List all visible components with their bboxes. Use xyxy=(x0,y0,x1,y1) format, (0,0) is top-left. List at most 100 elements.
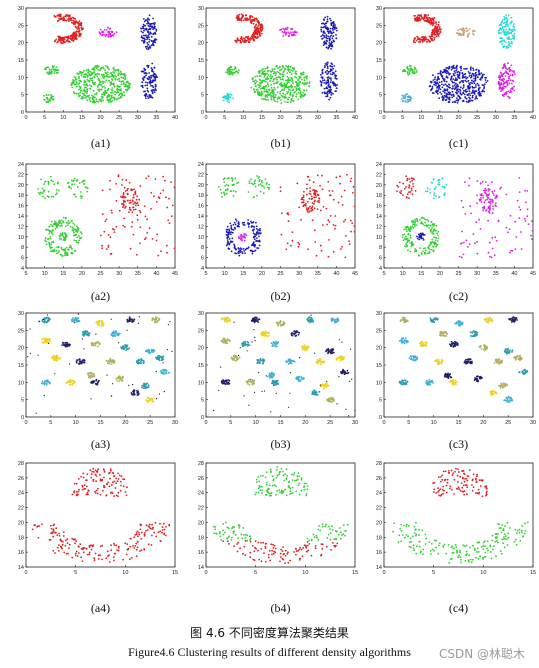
data-point xyxy=(319,80,322,82)
data-point xyxy=(234,177,237,180)
data-point xyxy=(270,74,272,76)
x-tick-label: 20 xyxy=(97,115,103,121)
data-point xyxy=(261,71,264,74)
data-point xyxy=(51,224,54,227)
data-point xyxy=(147,66,150,69)
data-point xyxy=(56,72,58,74)
data-point xyxy=(431,238,434,241)
data-point xyxy=(107,36,110,38)
data-point xyxy=(504,41,507,44)
data-point xyxy=(145,349,148,352)
data-point xyxy=(494,197,497,199)
data-point xyxy=(48,225,51,228)
data-point xyxy=(241,39,244,41)
data-point xyxy=(267,69,270,72)
data-point xyxy=(324,27,327,29)
data-point xyxy=(229,190,232,193)
data-point xyxy=(243,37,246,40)
x-tick-label: 20 xyxy=(259,271,265,277)
data-point xyxy=(326,18,329,21)
data-point xyxy=(86,99,89,102)
data-point xyxy=(272,98,275,101)
data-point xyxy=(236,19,239,21)
data-point xyxy=(53,183,55,186)
data-point xyxy=(91,94,93,97)
data-point xyxy=(53,222,56,225)
data-point xyxy=(242,19,245,22)
data-point xyxy=(500,29,503,31)
data-point xyxy=(113,32,116,35)
data-point xyxy=(253,80,256,82)
data-point xyxy=(326,61,329,64)
data-point xyxy=(46,72,49,75)
data-point xyxy=(300,218,302,221)
data-point xyxy=(123,74,126,77)
data-point xyxy=(114,78,117,81)
data-point xyxy=(89,88,92,90)
data-point xyxy=(67,224,69,227)
data-point xyxy=(472,67,474,70)
data-point xyxy=(468,72,471,75)
data-point xyxy=(44,321,46,323)
data-point xyxy=(73,381,76,384)
data-point xyxy=(283,67,286,70)
x-tick-label: 0 xyxy=(24,420,27,426)
data-point xyxy=(122,224,124,227)
data-point xyxy=(55,38,58,41)
data-point xyxy=(257,36,259,39)
data-point xyxy=(421,38,424,41)
data-point xyxy=(229,72,232,75)
data-point xyxy=(484,181,487,184)
data-point xyxy=(150,32,152,35)
data-point xyxy=(486,198,489,201)
data-point xyxy=(499,41,502,43)
x-tick-label: 30 xyxy=(135,115,141,121)
data-point xyxy=(91,97,94,100)
data-point xyxy=(494,236,497,239)
data-point xyxy=(123,82,125,84)
data-point xyxy=(466,246,469,248)
data-point xyxy=(117,174,120,177)
y-tick-label: 30 xyxy=(18,311,24,317)
data-point xyxy=(138,198,141,201)
data-point xyxy=(311,205,314,208)
data-point xyxy=(412,185,415,188)
data-point xyxy=(412,183,414,185)
data-point xyxy=(308,85,310,87)
data-point xyxy=(73,80,76,82)
data-point xyxy=(311,207,313,209)
data-point xyxy=(480,197,482,199)
data-point xyxy=(56,355,59,357)
data-point xyxy=(336,84,338,86)
data-point xyxy=(460,242,463,245)
data-point xyxy=(511,20,513,23)
data-point xyxy=(470,92,473,94)
data-point xyxy=(117,91,120,94)
data-point xyxy=(75,361,78,364)
data-point xyxy=(461,100,464,103)
data-point xyxy=(333,84,335,87)
data-point xyxy=(48,241,50,244)
data-point xyxy=(433,38,436,41)
data-point xyxy=(328,39,331,42)
data-point xyxy=(67,248,69,251)
data-point xyxy=(266,96,268,98)
data-point xyxy=(335,27,338,30)
data-point xyxy=(111,99,114,102)
x-tick-label: 25 xyxy=(296,115,302,121)
data-point xyxy=(60,42,63,44)
data-point xyxy=(496,195,498,198)
x-tick-label: 5 xyxy=(24,271,27,277)
data-point xyxy=(431,85,434,88)
data-point xyxy=(238,237,241,240)
data-point xyxy=(62,233,64,235)
data-point xyxy=(315,254,318,257)
data-point xyxy=(319,184,321,187)
data-point xyxy=(153,89,156,91)
data-point xyxy=(232,73,234,76)
data-point xyxy=(409,69,412,72)
data-point xyxy=(491,181,493,184)
data-point xyxy=(98,73,101,76)
y-tick-label: 25 xyxy=(18,23,24,29)
data-point xyxy=(105,218,108,221)
